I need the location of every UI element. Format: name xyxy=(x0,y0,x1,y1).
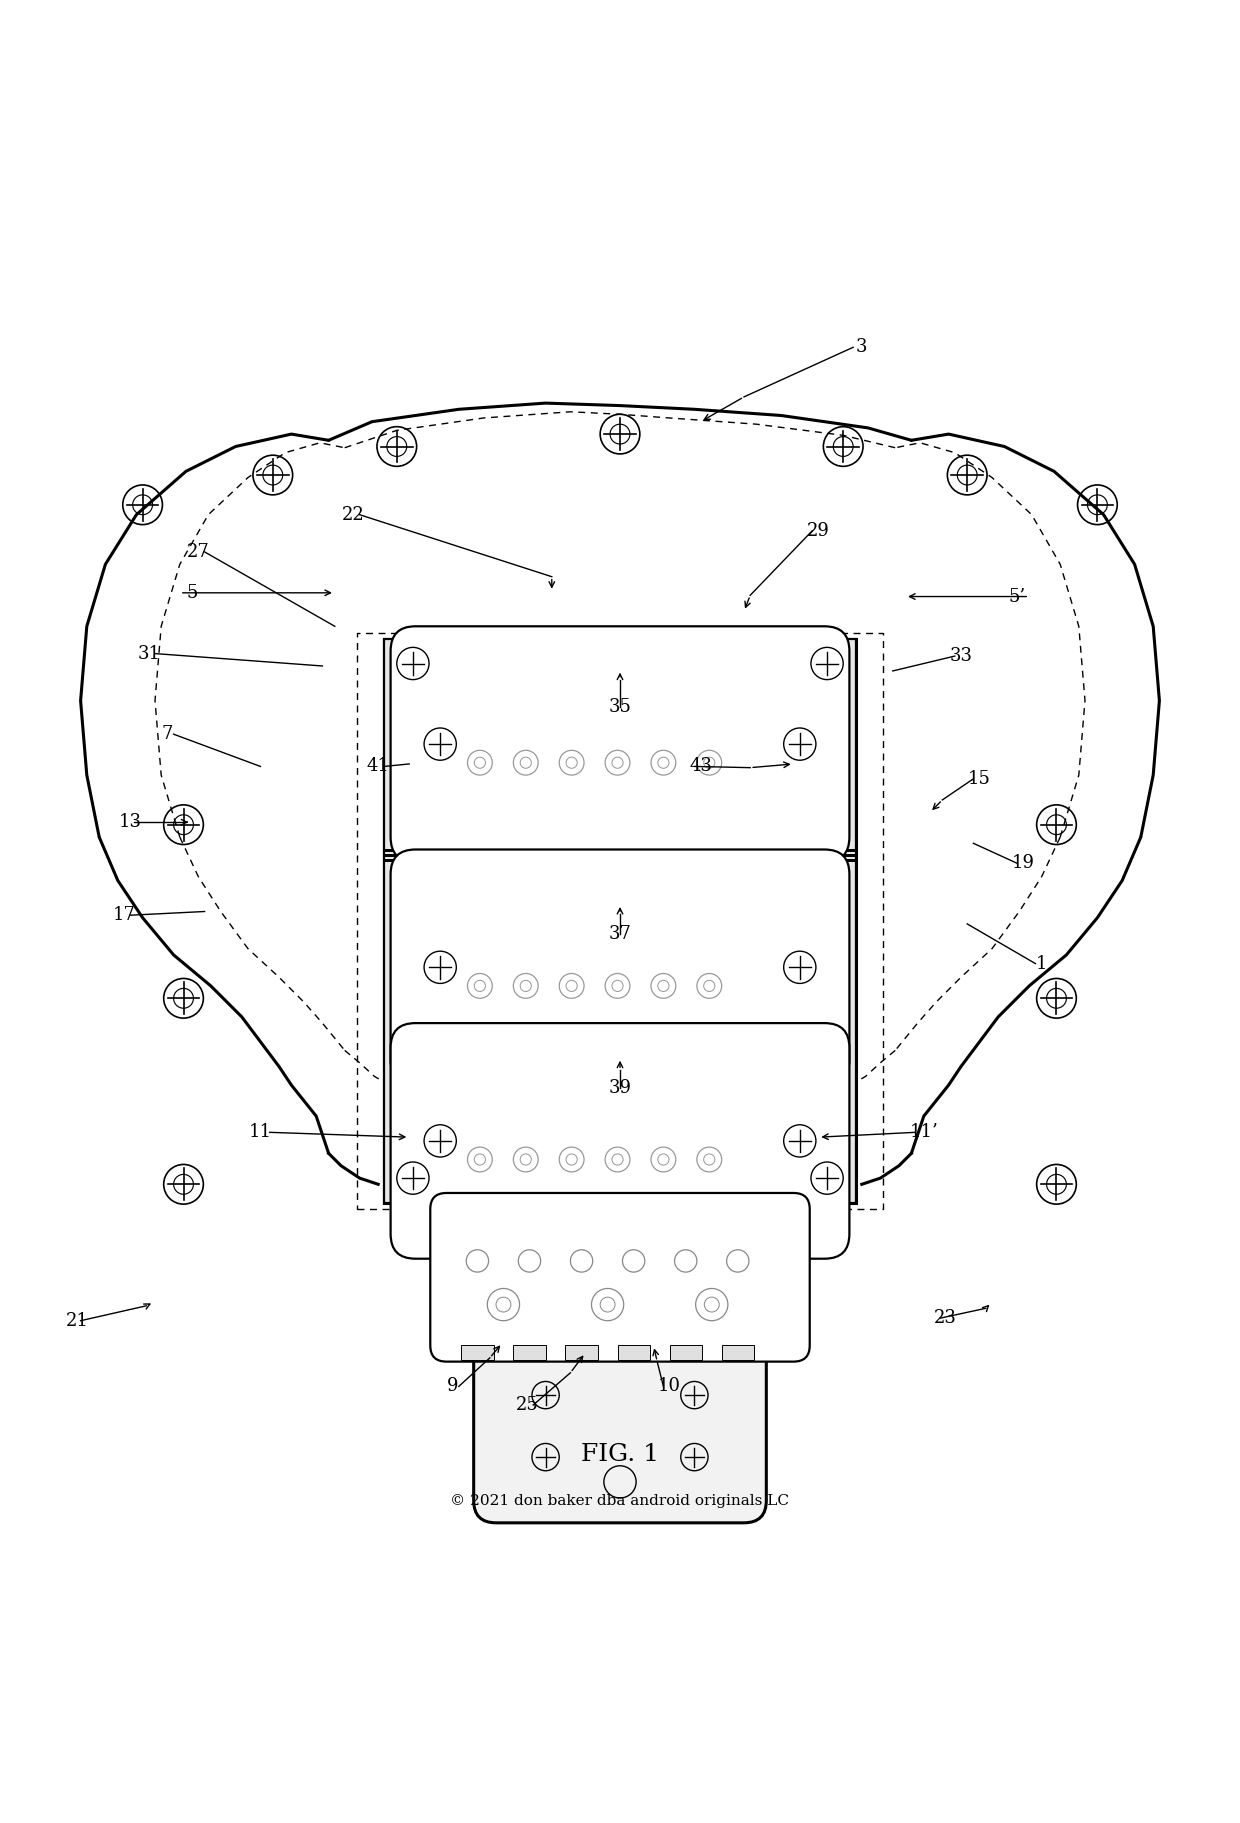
Text: 19: 19 xyxy=(1012,855,1034,871)
Text: 27: 27 xyxy=(187,543,210,561)
Bar xyxy=(384,638,441,1203)
Bar xyxy=(407,859,419,862)
Bar xyxy=(430,855,441,857)
Text: 33: 33 xyxy=(950,647,972,665)
Bar xyxy=(419,857,430,859)
Text: 23: 23 xyxy=(934,1309,956,1327)
Text: 43: 43 xyxy=(689,757,712,775)
Bar xyxy=(384,850,441,862)
Bar xyxy=(722,1345,754,1360)
Bar xyxy=(384,850,396,851)
Bar xyxy=(618,1345,650,1360)
Bar xyxy=(844,855,856,857)
Text: 37: 37 xyxy=(609,924,631,942)
Bar xyxy=(407,855,419,857)
Text: 13: 13 xyxy=(119,813,141,831)
Text: 22: 22 xyxy=(342,505,365,523)
Bar xyxy=(799,859,810,862)
Text: 41: 41 xyxy=(367,757,389,775)
Bar xyxy=(670,1345,702,1360)
Bar xyxy=(821,859,833,862)
Bar xyxy=(844,859,856,862)
Text: FIG. 1: FIG. 1 xyxy=(582,1444,658,1466)
Text: 10: 10 xyxy=(658,1378,681,1395)
Text: 17: 17 xyxy=(113,906,135,924)
Bar xyxy=(821,850,833,851)
Bar xyxy=(810,851,821,855)
Bar xyxy=(384,859,396,862)
Bar xyxy=(384,855,396,857)
Text: 29: 29 xyxy=(807,521,830,540)
FancyBboxPatch shape xyxy=(430,1192,810,1362)
Bar xyxy=(833,857,844,859)
Text: 7: 7 xyxy=(161,726,174,744)
Bar xyxy=(396,857,407,859)
Bar xyxy=(430,850,441,851)
Bar xyxy=(513,1345,546,1360)
Bar xyxy=(833,851,844,855)
Text: 31: 31 xyxy=(138,645,160,662)
Bar xyxy=(799,850,856,862)
Bar xyxy=(502,664,738,1185)
FancyBboxPatch shape xyxy=(391,1023,849,1258)
Bar xyxy=(430,859,441,862)
Bar xyxy=(384,638,856,1203)
Text: 1: 1 xyxy=(1035,955,1048,973)
Text: 5: 5 xyxy=(186,583,198,602)
Bar xyxy=(799,850,810,851)
Bar xyxy=(565,1345,598,1360)
Text: © 2021 don baker dba android originals LC: © 2021 don baker dba android originals L… xyxy=(450,1493,790,1508)
Text: 35: 35 xyxy=(609,698,631,716)
Text: 39: 39 xyxy=(609,1079,631,1097)
Text: 3: 3 xyxy=(856,339,868,355)
Bar xyxy=(461,1345,494,1360)
FancyBboxPatch shape xyxy=(474,1329,766,1522)
Bar xyxy=(407,850,419,851)
Bar xyxy=(810,857,821,859)
Text: 25: 25 xyxy=(516,1396,538,1415)
Text: 11’: 11’ xyxy=(909,1123,939,1141)
FancyBboxPatch shape xyxy=(391,627,849,862)
Bar xyxy=(419,851,430,855)
Bar xyxy=(799,638,856,1203)
Bar xyxy=(396,851,407,855)
FancyBboxPatch shape xyxy=(391,850,849,1085)
Bar xyxy=(502,1271,738,1345)
Text: 15: 15 xyxy=(968,769,991,788)
Bar xyxy=(844,850,856,851)
Bar xyxy=(821,855,833,857)
Text: 5’: 5’ xyxy=(1008,587,1025,605)
Text: 11: 11 xyxy=(249,1123,272,1141)
Bar xyxy=(799,855,810,857)
Text: 21: 21 xyxy=(66,1313,88,1329)
Text: 9: 9 xyxy=(446,1378,459,1395)
